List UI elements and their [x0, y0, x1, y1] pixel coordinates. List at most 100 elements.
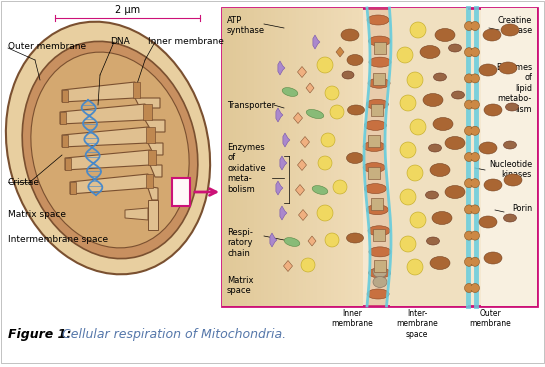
FancyBboxPatch shape [275, 8, 279, 306]
Polygon shape [60, 104, 165, 132]
Text: Enzymes
of
oxidative
meta-
bolism: Enzymes of oxidative meta- bolism [227, 143, 265, 194]
Circle shape [407, 72, 423, 88]
FancyBboxPatch shape [468, 24, 476, 28]
Circle shape [470, 126, 480, 135]
Circle shape [470, 231, 480, 240]
Ellipse shape [504, 174, 522, 186]
Ellipse shape [426, 191, 439, 199]
FancyBboxPatch shape [352, 8, 356, 306]
Polygon shape [283, 261, 293, 272]
Circle shape [400, 236, 416, 252]
FancyBboxPatch shape [481, 8, 537, 306]
Text: Transporter: Transporter [227, 101, 275, 110]
FancyBboxPatch shape [226, 8, 230, 306]
Ellipse shape [369, 57, 391, 67]
Ellipse shape [367, 15, 389, 25]
Circle shape [400, 95, 416, 111]
Ellipse shape [369, 247, 391, 257]
Text: Outer
membrane: Outer membrane [469, 309, 511, 328]
FancyBboxPatch shape [233, 8, 237, 306]
Circle shape [317, 205, 333, 221]
FancyBboxPatch shape [285, 8, 289, 306]
Ellipse shape [367, 289, 389, 299]
FancyBboxPatch shape [334, 8, 338, 306]
FancyBboxPatch shape [468, 50, 476, 54]
FancyBboxPatch shape [250, 8, 255, 306]
Polygon shape [146, 174, 153, 188]
Ellipse shape [363, 163, 385, 172]
FancyBboxPatch shape [330, 8, 335, 306]
Polygon shape [62, 90, 68, 102]
Ellipse shape [342, 71, 354, 79]
FancyBboxPatch shape [374, 42, 386, 54]
Ellipse shape [282, 88, 298, 97]
FancyBboxPatch shape [313, 8, 318, 306]
Text: Matrix
space: Matrix space [227, 276, 253, 295]
Polygon shape [280, 206, 287, 220]
Circle shape [464, 257, 474, 266]
Text: Porin: Porin [512, 204, 532, 213]
Ellipse shape [435, 29, 455, 41]
Text: Enzymes
of
lipid
metabo-
lism: Enzymes of lipid metabo- lism [496, 63, 532, 114]
Polygon shape [280, 156, 287, 170]
Polygon shape [133, 82, 140, 98]
FancyBboxPatch shape [341, 8, 346, 306]
Polygon shape [146, 127, 155, 143]
Polygon shape [298, 66, 306, 77]
FancyBboxPatch shape [368, 135, 380, 148]
FancyBboxPatch shape [320, 8, 324, 306]
Text: Outer membrane: Outer membrane [8, 42, 86, 51]
Polygon shape [298, 160, 306, 171]
FancyBboxPatch shape [268, 8, 272, 306]
FancyBboxPatch shape [337, 8, 342, 306]
Circle shape [470, 22, 480, 30]
Ellipse shape [479, 142, 497, 154]
Ellipse shape [373, 266, 387, 277]
Polygon shape [308, 236, 316, 246]
Ellipse shape [363, 141, 385, 152]
Circle shape [470, 257, 480, 266]
Polygon shape [70, 182, 76, 194]
Ellipse shape [348, 105, 365, 115]
Polygon shape [65, 150, 162, 177]
Ellipse shape [504, 214, 517, 222]
Polygon shape [70, 174, 158, 200]
FancyBboxPatch shape [229, 8, 233, 306]
Polygon shape [300, 137, 310, 148]
FancyBboxPatch shape [306, 8, 311, 306]
Circle shape [333, 180, 347, 194]
Ellipse shape [451, 91, 464, 99]
Text: Respi-
ratory
chain: Respi- ratory chain [227, 228, 253, 258]
Polygon shape [62, 135, 68, 147]
Circle shape [330, 105, 344, 119]
Ellipse shape [347, 233, 364, 243]
FancyBboxPatch shape [239, 8, 244, 306]
Text: Intermembrane space: Intermembrane space [8, 235, 108, 244]
Circle shape [470, 283, 480, 292]
FancyBboxPatch shape [236, 8, 240, 306]
Ellipse shape [433, 117, 453, 131]
FancyBboxPatch shape [359, 8, 363, 306]
Ellipse shape [479, 64, 497, 76]
Ellipse shape [284, 237, 300, 246]
FancyBboxPatch shape [299, 8, 304, 306]
Ellipse shape [484, 179, 502, 191]
Text: Creatine
kinase: Creatine kinase [498, 16, 532, 35]
Ellipse shape [368, 226, 390, 236]
Circle shape [325, 86, 339, 100]
FancyBboxPatch shape [373, 73, 385, 85]
FancyBboxPatch shape [302, 8, 307, 306]
FancyBboxPatch shape [243, 8, 247, 306]
FancyBboxPatch shape [468, 155, 476, 159]
FancyBboxPatch shape [468, 103, 476, 106]
Text: 2 μm: 2 μm [115, 5, 140, 15]
FancyBboxPatch shape [278, 8, 282, 306]
FancyBboxPatch shape [355, 8, 360, 306]
Circle shape [464, 153, 474, 161]
FancyBboxPatch shape [310, 8, 314, 306]
Circle shape [464, 22, 474, 30]
FancyBboxPatch shape [261, 8, 265, 306]
Ellipse shape [506, 103, 518, 111]
Ellipse shape [365, 120, 386, 130]
FancyBboxPatch shape [468, 129, 476, 133]
